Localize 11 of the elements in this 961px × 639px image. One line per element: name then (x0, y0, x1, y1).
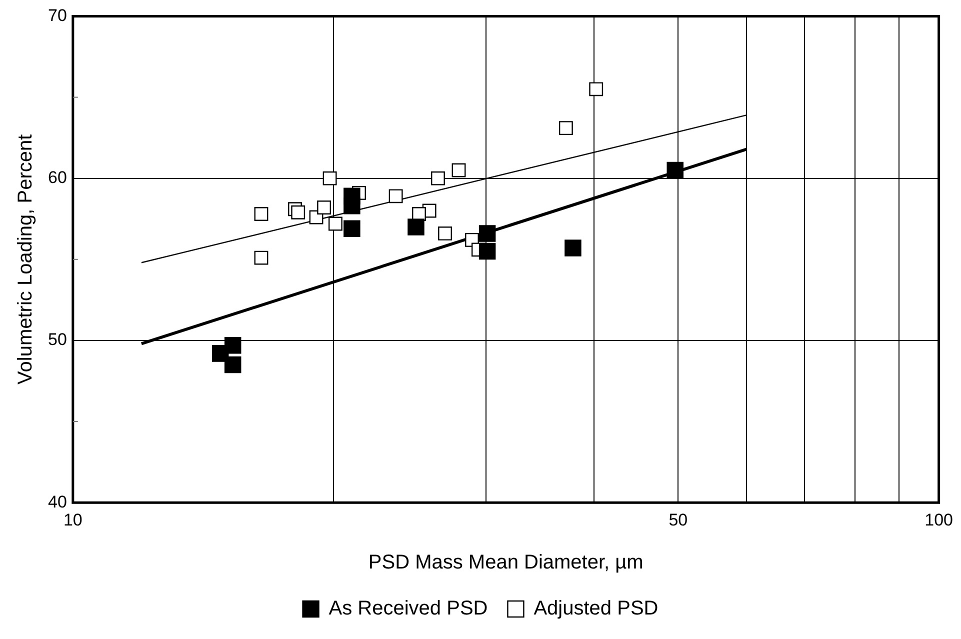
x-tick-label: 100 (924, 510, 954, 530)
y-tick-label: 40 (48, 492, 67, 512)
x-axis-title: PSD Mass Mean Diameter, µm (368, 552, 644, 574)
legend-label: As Received PSD (328, 598, 488, 620)
x-tick-label: 10 (63, 510, 82, 530)
y-tick-label: 50 (48, 330, 67, 350)
y-tick-label: 60 (48, 168, 67, 188)
legend-label: Adjusted PSD (534, 598, 658, 620)
y-tick-label: 70 (48, 6, 67, 25)
y-axis-title: Volumetric Loading, Percent (14, 134, 37, 384)
x-tick-label: 50 (668, 510, 688, 530)
